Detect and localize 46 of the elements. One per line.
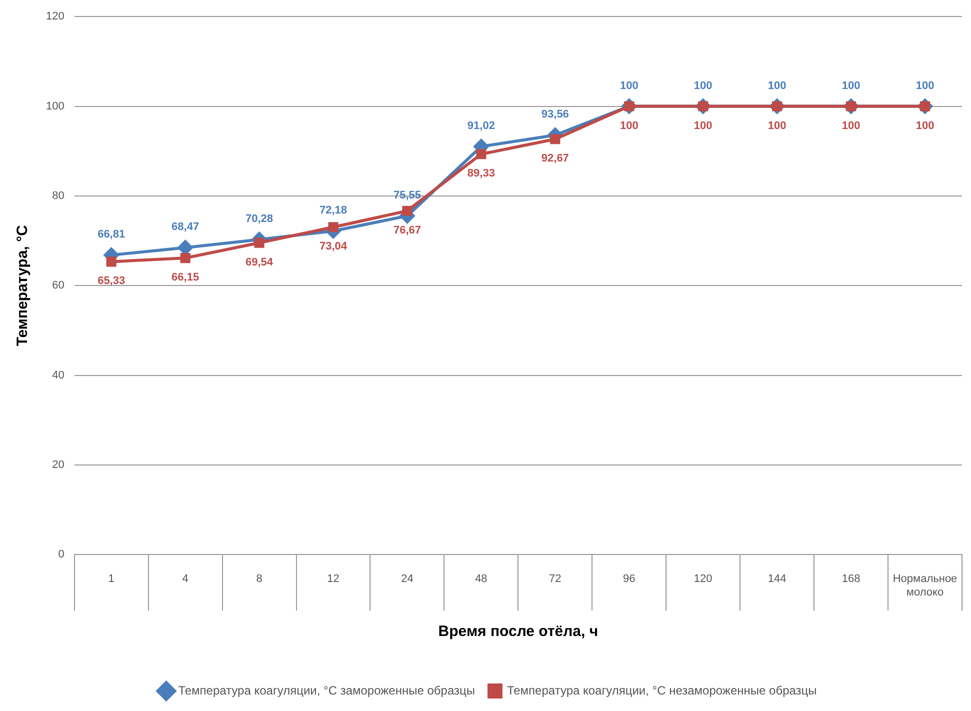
- x-tick-label: 168: [842, 573, 860, 586]
- data-label: 65,33: [98, 275, 126, 288]
- data-label: 100: [694, 120, 712, 132]
- data-label: 91,02: [467, 120, 495, 132]
- x-tick-label: 4: [182, 573, 188, 586]
- data-label: 100: [694, 80, 712, 92]
- x-tick-label: 24: [401, 573, 414, 586]
- y-tick-label: 100: [46, 100, 64, 112]
- data-label: 66,15: [172, 272, 200, 284]
- x-tick-label: 8: [256, 573, 262, 586]
- y-axis-title: Температура, °С: [14, 224, 32, 346]
- data-label: 93,56: [541, 108, 569, 121]
- y-tick-label: 80: [52, 190, 64, 202]
- x-tick-label: 48: [475, 573, 488, 586]
- data-label: 69,54: [246, 256, 274, 268]
- x-tick-label: 144: [768, 573, 786, 586]
- x-tick-label: 12: [327, 573, 340, 586]
- data-label: 100: [620, 80, 638, 92]
- x-tick-label: 72: [549, 573, 562, 586]
- y-tick-label: 20: [52, 458, 64, 471]
- data-label: 73,04: [319, 240, 348, 253]
- data-label: 100: [916, 120, 934, 132]
- data-label: 76,67: [393, 224, 421, 236]
- data-label: 100: [842, 80, 860, 92]
- y-tick-label: 40: [52, 369, 64, 382]
- x-tick-label: 1: [108, 573, 114, 586]
- legend-label: Температура коагуляции, °С замороженные образцы: [178, 683, 475, 698]
- y-tick-label: 60: [52, 280, 64, 292]
- data-label: 100: [620, 120, 638, 132]
- data-label: 100: [916, 80, 934, 92]
- data-label: 70,28: [246, 213, 274, 226]
- data-label: 100: [768, 120, 786, 132]
- x-tick-label: 120: [694, 573, 712, 586]
- data-label: 100: [842, 120, 860, 132]
- data-label: 66,81: [98, 228, 126, 241]
- x-tick-label: Нормальное молоко: [892, 573, 958, 598]
- data-label: 100: [768, 80, 786, 92]
- x-axis-title: Время после отёла, ч: [438, 623, 598, 640]
- x-tick-label: 96: [623, 573, 636, 586]
- data-label: 72,18: [319, 204, 348, 217]
- legend-label: Температура коагуляции, °С незамороженные образцы: [506, 683, 817, 698]
- y-tick-label: 120: [46, 10, 64, 23]
- y-tick-label: 0: [58, 548, 64, 561]
- data-label: 89,33: [467, 168, 495, 180]
- data-label: 68,47: [172, 221, 200, 234]
- data-label: 92,67: [541, 152, 569, 165]
